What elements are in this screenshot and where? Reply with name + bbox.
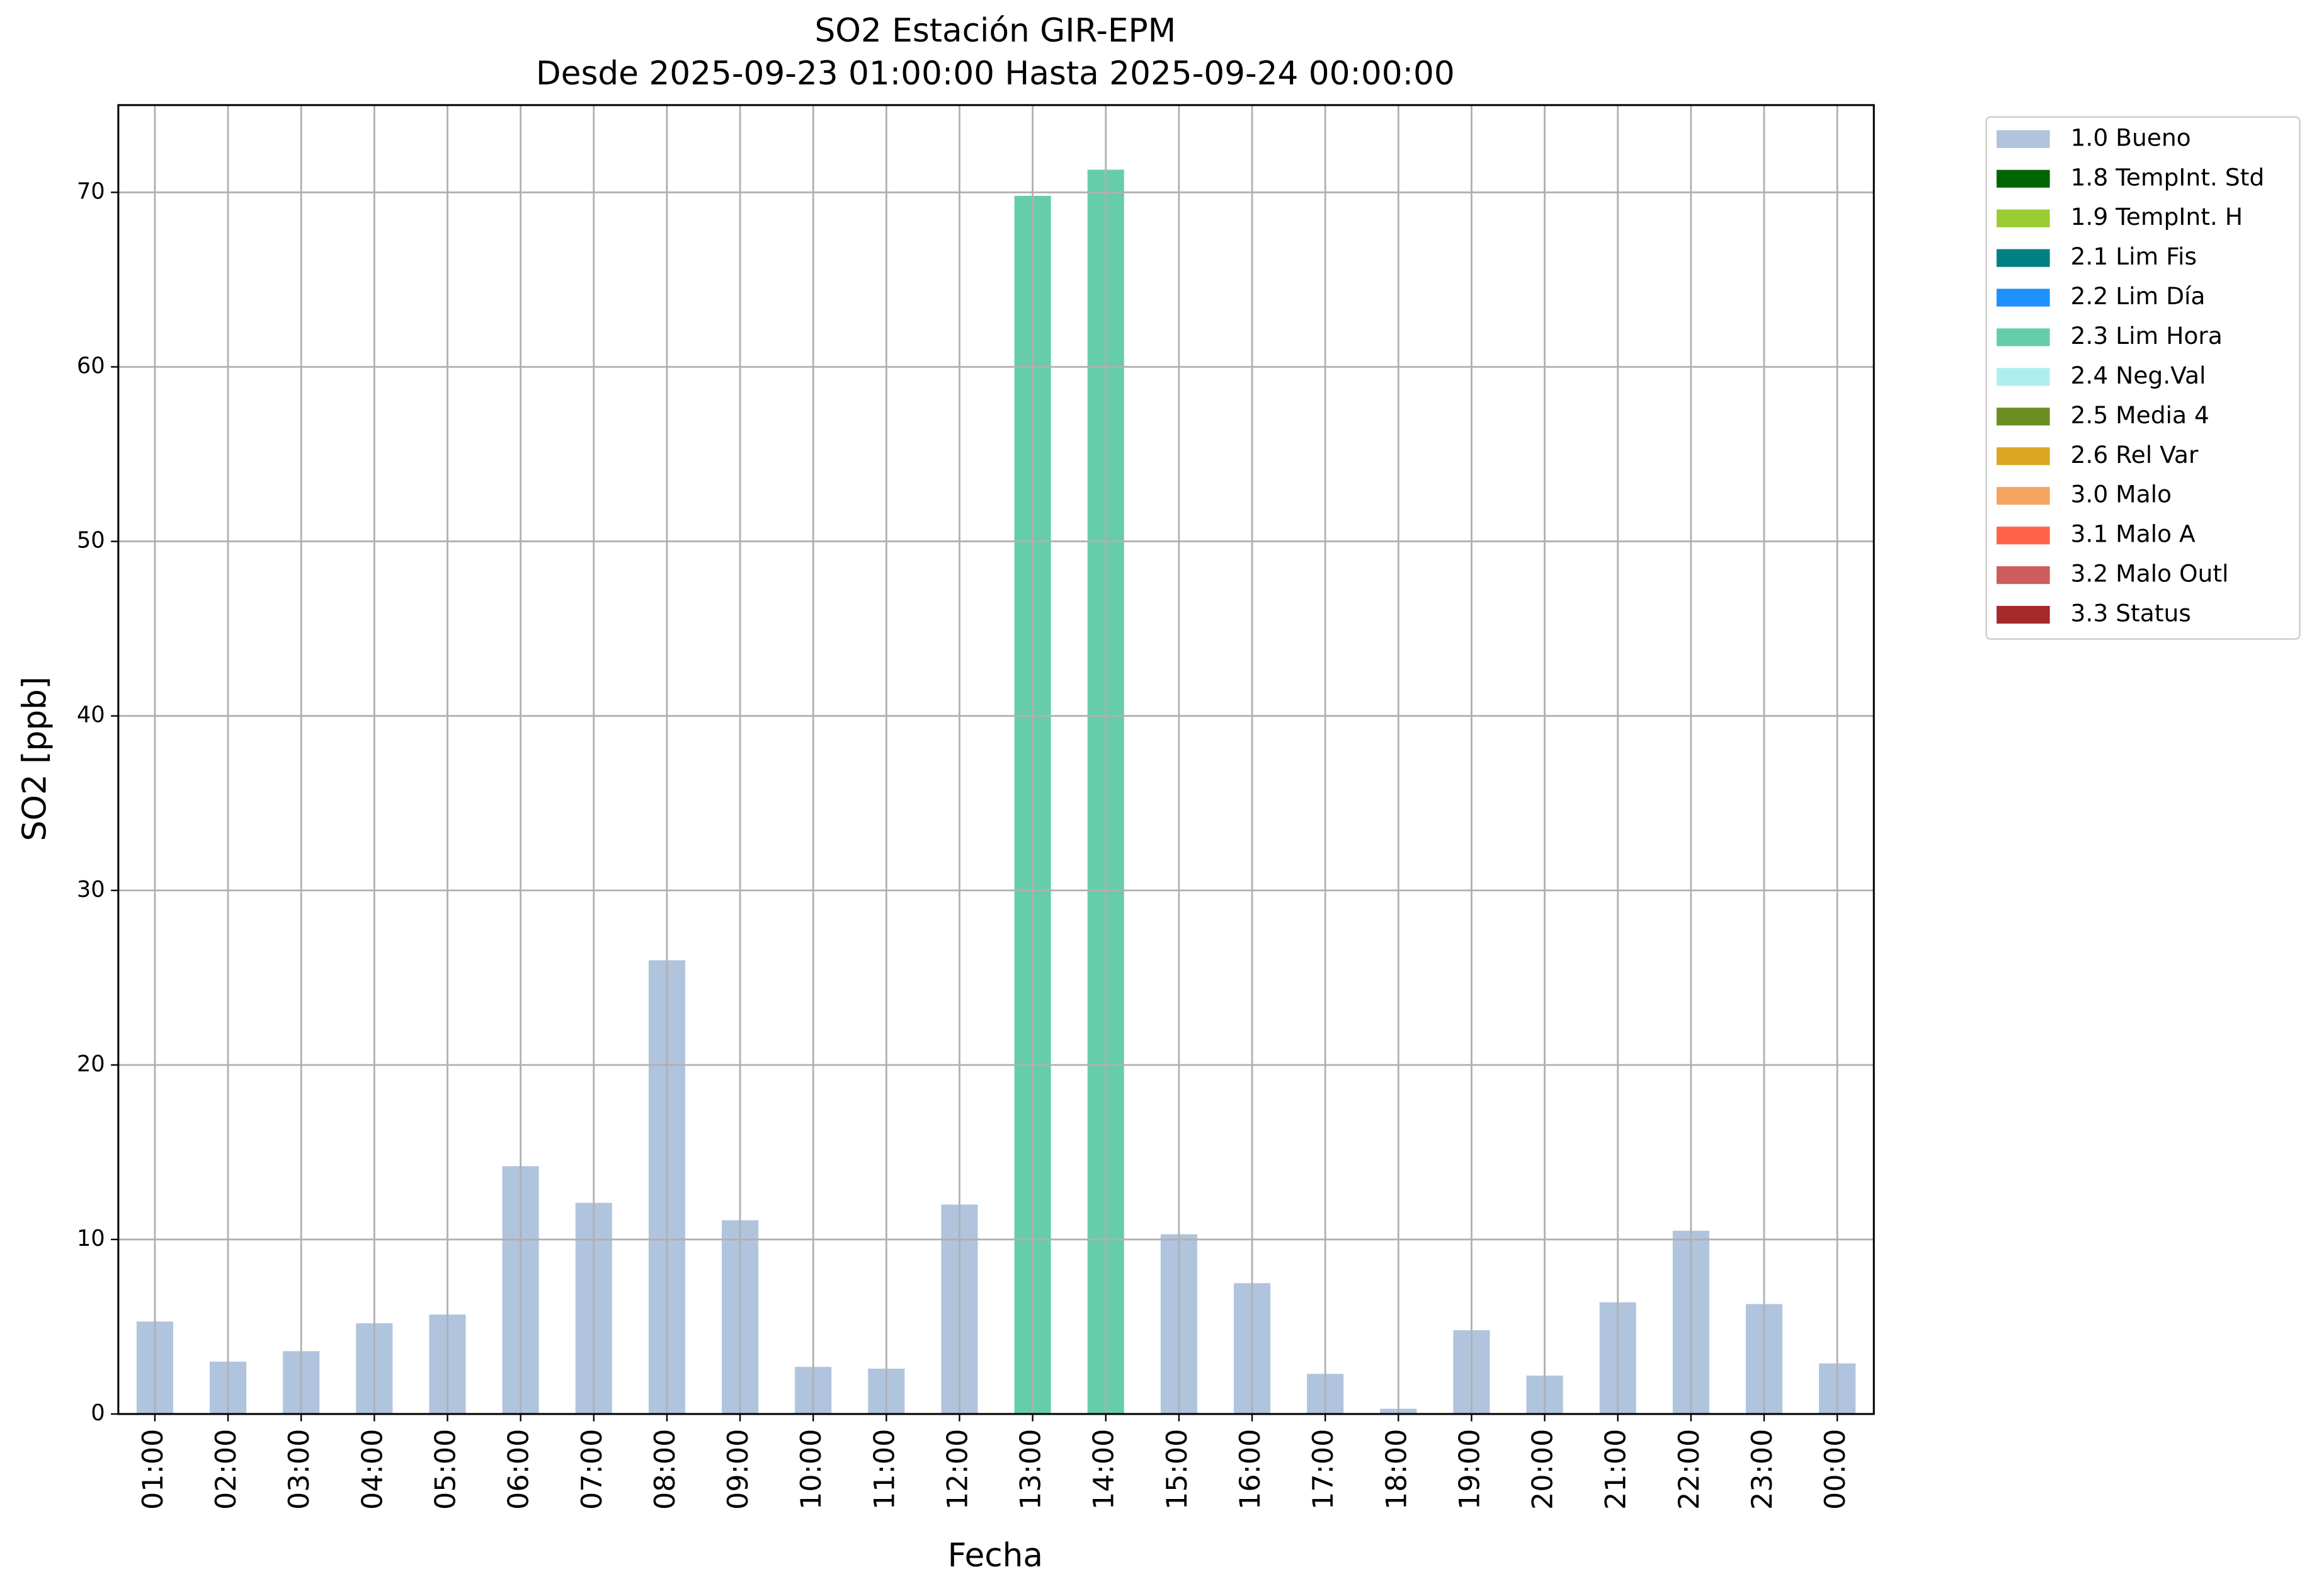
legend-box bbox=[1985, 116, 2301, 640]
x-tick-label: 20:00 bbox=[1527, 1429, 1559, 1510]
y-tick-label: 50 bbox=[77, 528, 105, 554]
y-tick-label: 0 bbox=[91, 1400, 105, 1426]
legend-label: 1.9 TempInt. H bbox=[2071, 203, 2243, 231]
legend-label: 2.1 Lim Fis bbox=[2071, 242, 2197, 270]
legend-label: 2.4 Neg.Val bbox=[2071, 362, 2206, 389]
legend-label: 2.3 Lim Hora bbox=[2071, 322, 2223, 350]
legend-swatch bbox=[1997, 288, 2050, 307]
x-tick-label: 19:00 bbox=[1453, 1429, 1486, 1510]
x-tick-label: 09:00 bbox=[722, 1429, 755, 1510]
legend-swatch bbox=[1997, 408, 2050, 426]
x-tick-label: 14:00 bbox=[1088, 1429, 1120, 1510]
legend-label: 2.2 Lim Día bbox=[2071, 282, 2206, 310]
x-tick-label: 23:00 bbox=[1746, 1429, 1779, 1510]
x-tick-label: 03:00 bbox=[283, 1429, 316, 1510]
x-tick-label: 02:00 bbox=[210, 1429, 242, 1510]
legend-label: 1.8 TempInt. Std bbox=[2071, 163, 2265, 191]
legend-label: 3.2 Malo Outl bbox=[2071, 560, 2229, 588]
x-tick-label: 00:00 bbox=[1819, 1429, 1852, 1510]
legend-swatch bbox=[1997, 249, 2050, 267]
x-tick-label: 18:00 bbox=[1380, 1429, 1413, 1510]
legend-label: 2.6 Rel Var bbox=[2071, 441, 2199, 469]
x-tick-label: 11:00 bbox=[868, 1429, 901, 1510]
chart-subtitle: Desde 2025-09-23 01:00:00 Hasta 2025-09-… bbox=[536, 55, 1455, 93]
legend-swatch bbox=[1997, 368, 2050, 386]
x-tick-label: 04:00 bbox=[356, 1429, 389, 1510]
x-tick-label: 07:00 bbox=[576, 1429, 608, 1510]
legend-label: 3.0 Malo bbox=[2071, 481, 2172, 508]
x-tick-label: 05:00 bbox=[429, 1429, 462, 1510]
legend-label: 2.5 Media 4 bbox=[2071, 401, 2209, 429]
legend-swatch bbox=[1997, 566, 2050, 584]
y-tick-label: 40 bbox=[77, 702, 105, 728]
legend-swatch bbox=[1997, 169, 2050, 188]
x-tick-label: 13:00 bbox=[1015, 1429, 1047, 1510]
y-tick-label: 30 bbox=[77, 877, 105, 903]
y-tick-label: 70 bbox=[77, 178, 105, 204]
legend-swatch bbox=[1997, 527, 2050, 545]
y-tick-label: 10 bbox=[77, 1226, 105, 1251]
x-tick-label: 15:00 bbox=[1161, 1429, 1194, 1510]
legend-swatch bbox=[1997, 328, 2050, 346]
y-axis-label: SO2 [ppb] bbox=[16, 676, 54, 841]
legend-swatch bbox=[1997, 130, 2050, 148]
x-tick-label: 12:00 bbox=[941, 1429, 974, 1510]
y-tick-label: 20 bbox=[77, 1051, 105, 1077]
x-tick-label: 08:00 bbox=[649, 1429, 681, 1510]
x-tick-label: 06:00 bbox=[503, 1429, 535, 1510]
x-tick-label: 22:00 bbox=[1673, 1429, 1706, 1510]
legend-swatch bbox=[1997, 209, 2050, 227]
x-tick-label: 17:00 bbox=[1307, 1429, 1340, 1510]
legend-swatch bbox=[1997, 447, 2050, 465]
x-axis-label: Fecha bbox=[948, 1537, 1043, 1575]
legend-swatch bbox=[1997, 487, 2050, 505]
x-tick-label: 16:00 bbox=[1234, 1429, 1267, 1510]
y-tick-label: 60 bbox=[77, 353, 105, 379]
legend-label: 3.1 Malo A bbox=[2071, 520, 2196, 548]
legend-label: 1.0 Bueno bbox=[2071, 123, 2191, 151]
legend-swatch bbox=[1997, 605, 2050, 624]
x-tick-label: 01:00 bbox=[137, 1429, 169, 1510]
legend-label: 3.3 Status bbox=[2071, 600, 2191, 627]
plot-frame bbox=[117, 104, 1875, 1415]
chart-title: SO2 Estación GIR-EPM bbox=[814, 12, 1176, 50]
x-tick-label: 21:00 bbox=[1600, 1429, 1632, 1510]
x-tick-label: 10:00 bbox=[795, 1429, 828, 1510]
